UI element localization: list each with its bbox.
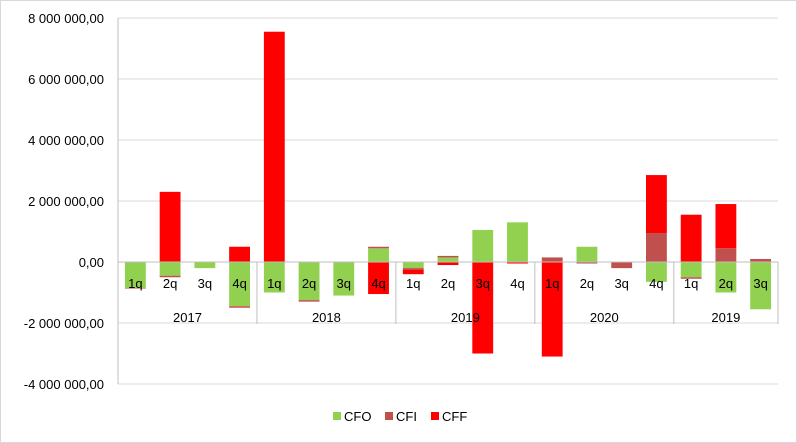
- quarter-label: 2q: [302, 276, 316, 291]
- quarter-label: 3q: [753, 276, 767, 291]
- x-axis: 1q 2q 3q 4q 1q 2q 3q 4q 1q 2q 3q 4q 1q 2q 3q 4q 1q 2q 3q 20…: [117, 261, 779, 325]
- quarter-label: 3q: [337, 276, 351, 291]
- bar-cfo-1q: [263, 262, 285, 293]
- bar-cfo-2q: [437, 257, 459, 262]
- quarter-label: 3q: [198, 276, 212, 291]
- legend-swatch-cff: [431, 412, 439, 420]
- year-label: 2018: [312, 310, 341, 325]
- legend-label-cfo: CFO: [344, 409, 371, 424]
- quarter-label: 4q: [649, 276, 663, 291]
- bar-cfi-2q: [159, 275, 181, 278]
- bar-cff-3q: [472, 262, 494, 354]
- bar-cfo-4q: [646, 262, 667, 282]
- bar-cff-4q: [229, 246, 250, 262]
- y-tick-label: 2 000 000,00: [28, 194, 104, 209]
- bar-cfi-3q: [750, 258, 772, 262]
- bar-cfi-1q: [402, 268, 424, 270]
- y-tick-label: 6 000 000,00: [28, 72, 104, 87]
- bar-cff-2q: [159, 191, 181, 262]
- quarter-label: 2q: [719, 276, 733, 291]
- quarter-label: 3q: [476, 276, 490, 291]
- bar-cfo-3q: [194, 262, 216, 269]
- quarter-label: 1q: [267, 276, 281, 291]
- bar-cfi-2q: [298, 300, 320, 302]
- quarter-label: 4q: [510, 276, 524, 291]
- quarter-label: 2q: [163, 276, 177, 291]
- bar-cfo-4q: [507, 222, 528, 262]
- quarter-label: 1q: [406, 276, 420, 291]
- quarter-label: 1q: [684, 276, 698, 291]
- legend-swatch-cfo: [333, 412, 341, 420]
- bar-cfi-4q: [646, 233, 667, 262]
- quarter-label: 2q: [441, 276, 455, 291]
- bar-cff-2q: [437, 262, 459, 266]
- y-axis: 8 000 000,00 6 000 000,00 4 000 000,00 2 00…: [24, 11, 119, 392]
- bar-cfi-1q: [680, 277, 702, 279]
- bar-cfo-2q: [298, 262, 320, 301]
- bar-cff-1q: [263, 31, 285, 262]
- bar-cff-4q: [507, 262, 528, 264]
- bar-cff-1q: [402, 269, 424, 275]
- bar-cfo-1q: [402, 262, 424, 269]
- year-label: 2019: [451, 310, 480, 325]
- bar-cfo-2q: [576, 246, 598, 262]
- legend-swatch-cfi: [385, 412, 393, 420]
- bar-cfi-4q: [368, 246, 389, 249]
- y-tick-label: -4 000 000,00: [24, 377, 104, 392]
- bar-cff-2q: [715, 204, 737, 249]
- bar-cfo-4q: [368, 248, 389, 262]
- bar-cfi-2q: [576, 262, 598, 264]
- year-label: 2017: [173, 310, 202, 325]
- bar-cfo-1q: [680, 262, 702, 278]
- bar-cfi-2q: [437, 255, 459, 258]
- y-tick-label: 8 000 000,00: [28, 11, 104, 26]
- legend: CFO CFI CFF: [333, 409, 467, 424]
- quarter-label: 2q: [580, 276, 594, 291]
- bar-cfi-4q: [229, 306, 250, 308]
- quarter-label: 3q: [614, 276, 628, 291]
- quarter-label: 1q: [545, 276, 559, 291]
- bar-cfi-2q: [715, 248, 737, 262]
- quarter-label: 1q: [128, 276, 142, 291]
- y-tick-label: -2 000 000,00: [24, 316, 104, 331]
- bar-cfo-3q: [750, 262, 772, 310]
- y-tick-label: 0,00: [79, 255, 104, 270]
- bar-cfi-3q: [611, 262, 633, 269]
- legend-label-cfi: CFI: [396, 409, 417, 424]
- bar-cfi-1q: [541, 257, 563, 262]
- y-tick-label: 4 000 000,00: [28, 133, 104, 148]
- bar-cfo-2q: [159, 262, 181, 276]
- bars: [124, 31, 772, 357]
- quarter-label: 4q: [371, 276, 385, 291]
- bar-cff-1q: [541, 262, 563, 357]
- quarter-label: 4q: [232, 276, 246, 291]
- bar-cff-4q: [368, 262, 389, 295]
- year-label: 2020: [590, 310, 619, 325]
- bar-cfo-3q: [333, 262, 355, 296]
- bar-cfo-1q: [124, 262, 146, 288]
- bar-cfo-2q: [715, 262, 737, 293]
- year-label: 2019: [711, 310, 740, 325]
- bar-cfi-1q: [124, 287, 146, 289]
- legend-label-cff: CFF: [442, 409, 467, 424]
- bar-cff-1q: [680, 214, 702, 262]
- bar-cff-4q: [646, 175, 667, 234]
- bar-cfo-4q: [229, 262, 250, 307]
- bar-cfo-3q: [472, 229, 494, 262]
